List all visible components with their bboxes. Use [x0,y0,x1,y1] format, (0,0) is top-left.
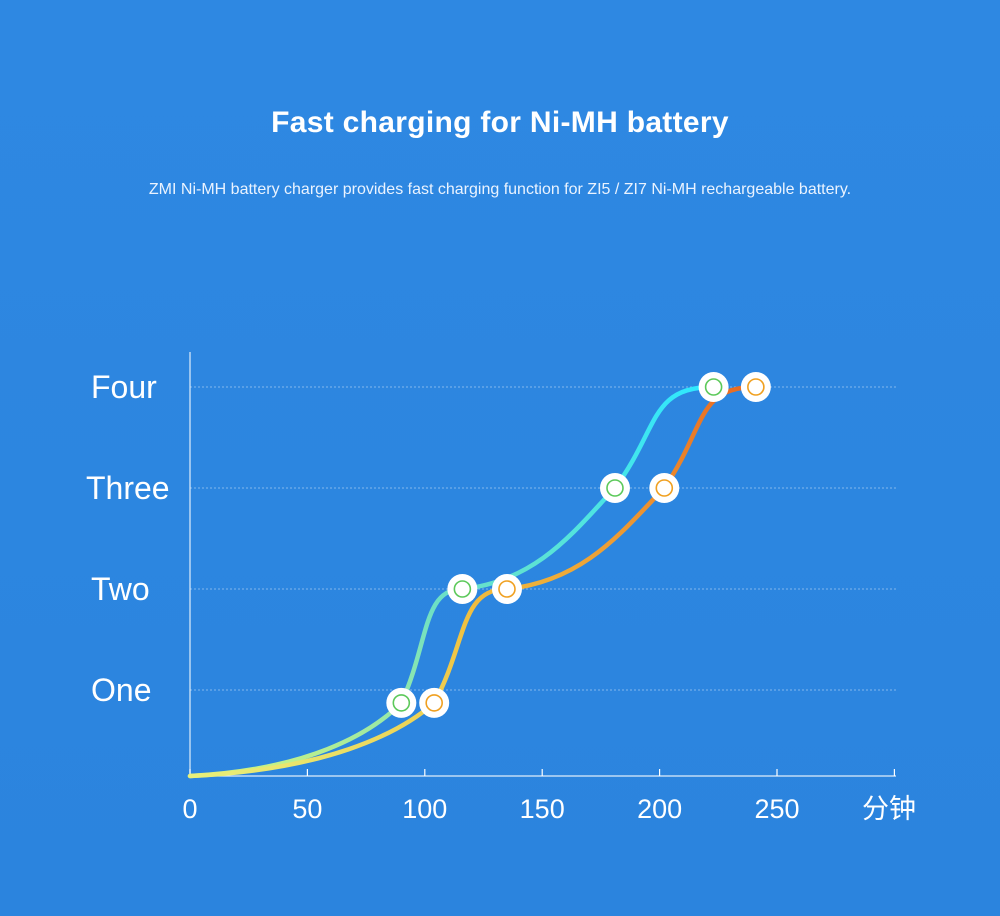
data-point-marker-a [698,372,729,402]
marker-ring [606,479,624,497]
y-tick-label-one: One [91,672,151,708]
marker-outer [447,574,478,604]
x-ticks [189,769,896,776]
y-tick-label-three: Three [86,470,170,506]
data-point-marker-b [491,574,522,604]
x-tick-labels: 0 50 100 150 200 250 分钟 [182,794,916,824]
marker-ring [498,580,516,598]
data-point-marker-b [649,473,680,503]
marker-outer [599,473,630,503]
series-markers [386,372,771,718]
x-tick-label-50: 50 [292,794,322,824]
data-point-marker-b [740,372,771,402]
marker-outer [386,687,417,718]
data-point-marker-a [599,473,630,503]
data-point-marker-a [447,574,478,604]
x-tick-label-150: 150 [520,794,565,824]
marker-ring [425,694,443,712]
x-tick-label-250: 250 [754,794,799,824]
page-title: Fast charging for Ni-MH battery [271,106,729,139]
marker-outer [491,574,522,604]
marker-ring [704,378,723,396]
marker-outer [649,473,680,503]
y-tick-labels: One Two Three Four [86,369,170,708]
marker-ring [392,694,411,712]
data-point-marker-a [386,687,417,718]
x-tick-label-0: 0 [182,794,197,824]
page-subtitle: ZMI Ni-MH battery charger provides fast … [148,181,852,198]
marker-ring [747,378,765,396]
marker-outer [698,372,729,402]
grid [190,386,896,691]
y-tick-label-two: Two [91,571,150,607]
y-tick-label-four: Four [91,369,157,405]
marker-outer [419,687,450,718]
marker-ring [655,479,674,497]
data-point-marker-b [419,687,450,718]
x-unit-label: 分钟 [862,794,916,824]
x-tick-label-200: 200 [637,794,682,824]
x-tick-label-100: 100 [402,794,447,824]
marker-ring [453,580,472,598]
marker-outer [740,372,771,402]
